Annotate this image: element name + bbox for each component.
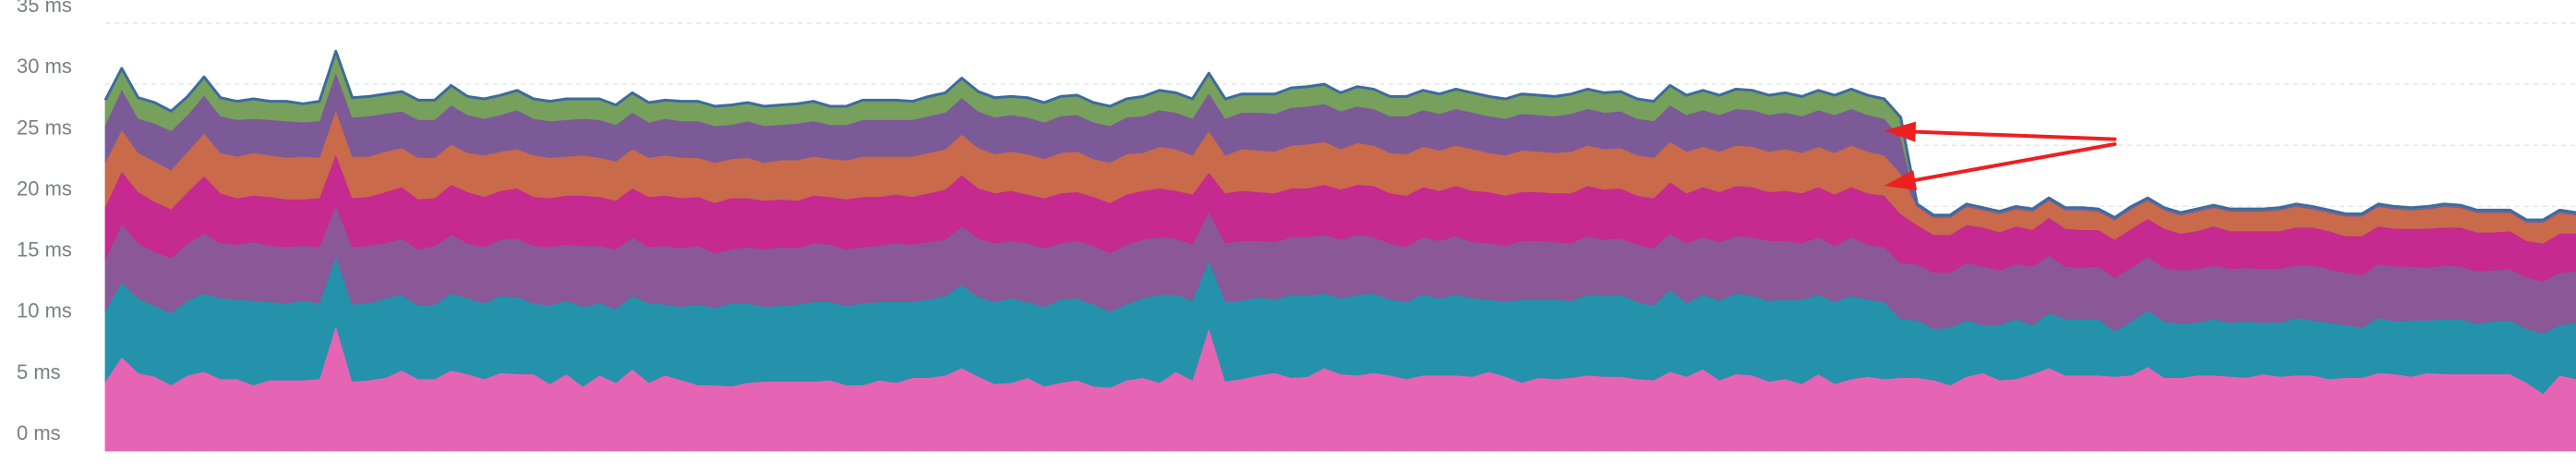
y-axis-ticks: 0 ms 5 ms 10 ms 15 ms 20 ms 25 ms 30 ms 35 ms [17, 0, 72, 445]
annotation-arrow-2 [1884, 141, 2117, 190]
y-tick-label: 5 ms [17, 360, 61, 384]
annotation-arrow-1 [1884, 121, 2117, 142]
y-tick-label: 0 ms [17, 421, 61, 445]
area-series [104, 50, 2576, 452]
total-line [103, 49, 2576, 222]
total-outline [103, 49, 2576, 222]
y-tick-label: 20 ms [17, 177, 72, 200]
y-tick-label: 25 ms [17, 116, 72, 139]
y-tick-label: 30 ms [17, 55, 72, 78]
y-tick-label: 35 ms [17, 0, 72, 17]
y-tick-label: 15 ms [17, 238, 72, 262]
annotations [1884, 121, 2117, 190]
y-tick-label: 10 ms [17, 299, 72, 323]
